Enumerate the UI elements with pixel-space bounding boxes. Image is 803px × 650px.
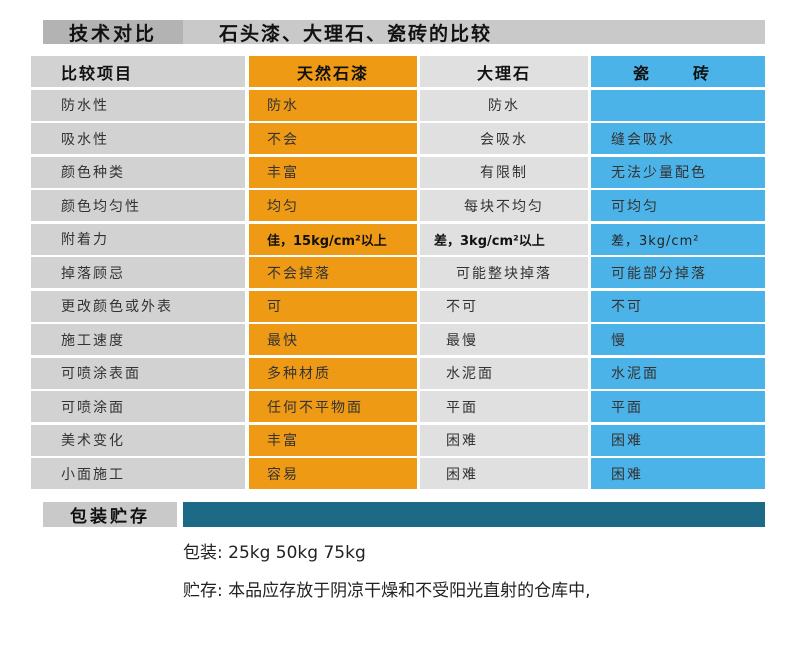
marble-value: 困难 (420, 458, 588, 489)
comparison-table: 比较项目 天然石漆 大理石 瓷 砖 防水性 防水 防水 吸水性 不会 会吸水 缝… (31, 56, 765, 492)
stone-paint-value: 丰富 (249, 424, 417, 456)
row-label: 附着力 (31, 223, 245, 255)
tile-value: 不可 (591, 290, 765, 322)
tile-value (591, 89, 765, 121)
row-label: 可喷涂表面 (31, 357, 245, 389)
header-stone-paint: 天然石漆 (249, 56, 417, 87)
page-title: 石头漆、大理石、瓷砖的比较 (219, 22, 493, 45)
table-row: 吸水性 不会 会吸水 缝会吸水 (31, 123, 765, 157)
marble-value: 有限制 (420, 156, 588, 188)
table-row: 施工速度 最快 最慢 慢 (31, 324, 765, 358)
table-row: 掉落顾忌 不会掉落 可能整块掉落 可能部分掉落 (31, 257, 765, 291)
tile-value: 慢 (591, 324, 765, 355)
title-bar: 技术对比 石头漆、大理石、瓷砖的比较 (43, 20, 765, 45)
header-marble: 大理石 (420, 56, 588, 87)
row-label: 吸水性 (31, 123, 245, 154)
marble-value: 防水 (420, 89, 588, 121)
stone-paint-value: 防水 (249, 89, 417, 121)
table-header-row: 比较项目 天然石漆 大理石 瓷 砖 (31, 56, 765, 90)
row-label: 掉落顾忌 (31, 257, 245, 288)
table-row: 附着力 佳，15kg/cm²以上 差，3kg/cm²以上 差，3kg/cm² (31, 223, 765, 258)
row-label: 颜色种类 (31, 156, 245, 188)
stone-paint-value: 不会掉落 (249, 257, 417, 288)
header-tile: 瓷 砖 (591, 56, 765, 87)
marble-value: 最慢 (420, 324, 588, 355)
row-label: 更改颜色或外表 (31, 290, 245, 322)
table-row: 可喷涂面 任何不平物面 平面 平面 (31, 391, 765, 425)
stone-paint-value: 可 (249, 290, 417, 322)
stone-paint-value: 佳，15kg/cm²以上 (249, 223, 417, 255)
storage-line: 贮存: 本品应存放于阴凉干燥和不受阳光直射的仓库中, (183, 581, 591, 601)
marble-value: 水泥面 (420, 357, 588, 389)
tile-value: 差，3kg/cm² (591, 223, 765, 255)
row-label: 小面施工 (31, 458, 245, 489)
tile-value: 平面 (591, 391, 765, 422)
row-label: 施工速度 (31, 324, 245, 355)
section-divider-bar (183, 502, 765, 527)
table-row: 小面施工 容易 困难 困难 (31, 458, 765, 492)
row-label: 可喷涂面 (31, 391, 245, 422)
table-row: 美术变化 丰富 困难 困难 (31, 424, 765, 459)
row-label: 美术变化 (31, 424, 245, 456)
title-tag: 技术对比 (43, 20, 183, 45)
marble-value: 每块不均匀 (420, 190, 588, 221)
stone-paint-value: 容易 (249, 458, 417, 489)
table-row: 颜色种类 丰富 有限制 无法少量配色 (31, 156, 765, 191)
packaging-line: 包装: 25kg 50kg 75kg (183, 543, 366, 563)
tile-value: 可均匀 (591, 190, 765, 221)
tile-value: 缝会吸水 (591, 123, 765, 154)
stone-paint-value: 最快 (249, 324, 417, 355)
header-item: 比较项目 (31, 56, 245, 87)
table-row: 可喷涂表面 多种材质 水泥面 水泥面 (31, 357, 765, 392)
tile-value: 可能部分掉落 (591, 257, 765, 288)
marble-value: 会吸水 (420, 123, 588, 154)
table-row: 防水性 防水 防水 (31, 89, 765, 124)
stone-paint-value: 均匀 (249, 190, 417, 221)
packaging-section-label: 包装贮存 (43, 502, 177, 527)
row-label: 防水性 (31, 89, 245, 121)
tile-value: 水泥面 (591, 357, 765, 389)
marble-value: 不可 (420, 290, 588, 322)
marble-value: 困难 (420, 424, 588, 456)
table-row: 更改颜色或外表 可 不可 不可 (31, 290, 765, 325)
marble-value: 可能整块掉落 (420, 257, 588, 288)
stone-paint-value: 任何不平物面 (249, 391, 417, 422)
stone-paint-value: 不会 (249, 123, 417, 154)
stone-paint-value: 丰富 (249, 156, 417, 188)
table-row: 颜色均匀性 均匀 每块不均匀 可均匀 (31, 190, 765, 224)
marble-value: 差，3kg/cm²以上 (420, 223, 588, 255)
row-label: 颜色均匀性 (31, 190, 245, 221)
tile-value: 困难 (591, 424, 765, 456)
marble-value: 平面 (420, 391, 588, 422)
tile-value: 无法少量配色 (591, 156, 765, 188)
stone-paint-value: 多种材质 (249, 357, 417, 389)
tile-value: 困难 (591, 458, 765, 489)
packaging-section-bar: 包装贮存 (43, 502, 765, 527)
